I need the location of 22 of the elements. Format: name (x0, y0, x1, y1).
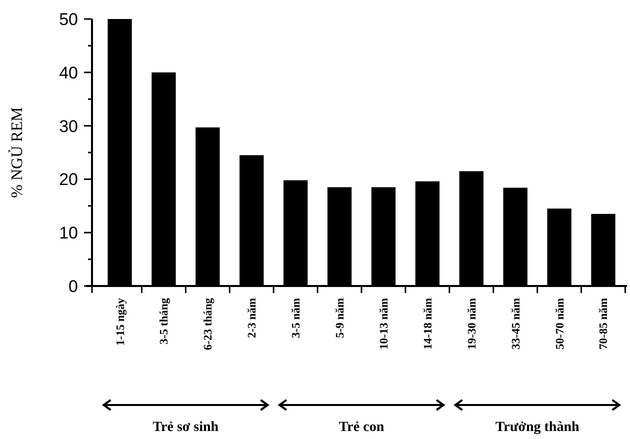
y-tick-label: 40 (59, 63, 78, 82)
text: Trẻ con (338, 420, 384, 435)
x-tick-label: 2-3 năm (246, 298, 259, 338)
y-tick-label: 30 (59, 116, 78, 136)
text: Trưởng thành (495, 420, 580, 435)
x-tick-label: 5-9 năm (334, 298, 347, 338)
x-tick-label: 1-15 ngày (114, 298, 127, 346)
x-tick-label: 14-18 năm (422, 298, 434, 350)
x-tick-label: 3-5 tháng (158, 298, 171, 344)
y-tick-label: 20 (59, 170, 78, 190)
x-tick-label: 3-5 năm (290, 298, 303, 338)
y-tick-label: 10 (59, 224, 78, 243)
x-tick-label: 6-23 tháng (202, 298, 215, 350)
x-tick-label: 70-85 năm (598, 298, 610, 350)
x-tick-label: 10-13 năm (378, 298, 390, 350)
y-tick-label: 0 (68, 276, 78, 296)
x-tick-label: 50-70 năm (554, 298, 566, 350)
y-tick-label: 50 (59, 10, 78, 29)
y-axis-title: % NGỦ REM (8, 107, 26, 198)
x-tick-label: 19-30 năm (466, 298, 478, 350)
text: Trẻ sơ sinh (152, 420, 219, 435)
x-tick-label: 33-45 năm (510, 298, 522, 350)
